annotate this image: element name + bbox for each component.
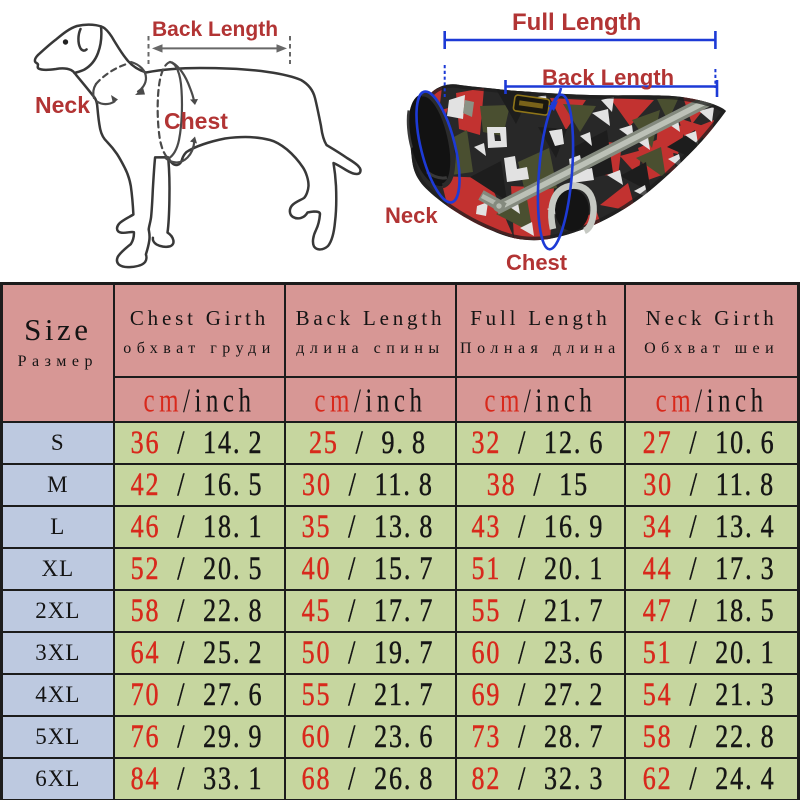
svg-text:Chest: Chest [506,250,568,275]
svg-text:Chest: Chest [164,108,228,134]
svg-text:Back Length: Back Length [542,65,674,90]
svg-text:Neck: Neck [385,203,438,228]
svg-text:Full Length: Full Length [512,9,641,36]
svg-text:Back Length: Back Length [152,18,278,41]
svg-text:Neck: Neck [35,92,90,118]
